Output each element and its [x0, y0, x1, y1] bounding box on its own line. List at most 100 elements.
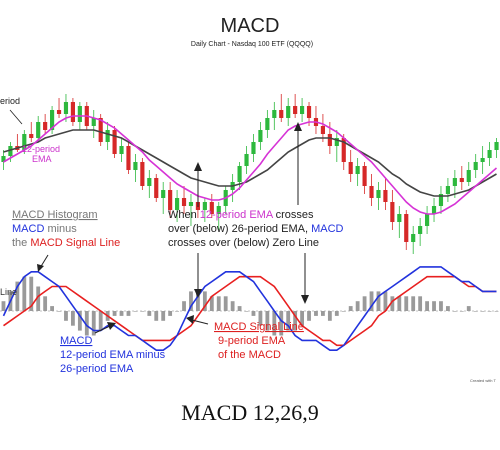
candle-body: [209, 202, 214, 214]
histogram-desc-line3: the MACD Signal Line: [12, 237, 120, 249]
zero-line-label: Line: [0, 287, 17, 297]
candle: [181, 186, 187, 214]
histogram-bar: [223, 296, 228, 311]
histogram-bar: [230, 301, 235, 311]
histogram-bar: [216, 296, 221, 311]
candle: [43, 114, 48, 134]
candle-body: [487, 150, 492, 158]
candle-body: [202, 202, 207, 210]
candle: [272, 102, 277, 130]
histogram-bar: [272, 311, 277, 336]
ema12-line: [3, 115, 498, 215]
chart-title: MACD: [221, 15, 280, 37]
candle: [425, 206, 430, 234]
histogram-bar: [307, 311, 311, 321]
histogram-bar: [182, 301, 186, 311]
histogram-bar: [327, 311, 332, 321]
candle-body: [56, 110, 62, 114]
candle-body: [369, 186, 374, 198]
histogram-arrowhead: [37, 264, 44, 272]
histogram-bar: [244, 311, 249, 312]
crossover-arrow-up-right-head: [294, 122, 302, 131]
candle-body: [390, 202, 395, 222]
candle-body: [50, 110, 55, 130]
histogram-bar: [168, 311, 173, 316]
candle-body: [77, 106, 82, 122]
chart-subtitle: Daily Chart - Nasdaq 100 ETF (QQQQ): [191, 41, 313, 48]
histogram-bar: [446, 306, 450, 311]
histogram-bar: [43, 296, 48, 311]
candle: [418, 218, 423, 246]
histogram-bar: [466, 306, 471, 311]
candle-body: [112, 130, 117, 154]
candle: [216, 202, 221, 230]
candle-body: [494, 142, 499, 150]
candle-body: [376, 190, 381, 198]
histogram-bar: [98, 311, 103, 331]
histogram-bar: [383, 291, 388, 311]
histogram-the-word: the: [12, 237, 30, 249]
histogram-bar: [376, 291, 381, 311]
histogram-bar: [314, 311, 318, 316]
candle: [126, 142, 131, 174]
crossover-ema12: 12-period EMA: [200, 209, 274, 221]
ema-period-pointer: [9, 109, 23, 125]
candle-body: [258, 130, 263, 142]
candle-body: [320, 126, 325, 134]
annotations: eriod 12-period EMA MACD Histogram MACD …: [0, 96, 496, 383]
candle: [369, 174, 374, 206]
candle-body: [105, 130, 110, 142]
candle-body: [355, 166, 360, 174]
histogram-bar: [362, 296, 367, 311]
histogram-bar: [209, 296, 214, 311]
crossover-over: over (below) 26-period EMA,: [168, 223, 311, 235]
candle-body: [286, 106, 291, 118]
candle-body: [188, 202, 194, 206]
histogram-bar: [251, 311, 256, 316]
candle: [154, 174, 159, 202]
candle: [91, 110, 96, 138]
candle-body: [473, 162, 478, 170]
candle-body: [279, 110, 284, 118]
histogram-bar: [452, 311, 457, 312]
histogram-bar: [341, 311, 346, 312]
histogram-bar: [348, 306, 353, 311]
histogram-bar: [237, 306, 242, 311]
histogram-bar: [126, 311, 131, 316]
macd-line: [2, 266, 497, 351]
candle-body: [147, 178, 152, 186]
candle: [431, 198, 437, 222]
candle: [362, 162, 367, 194]
candle-body: [445, 186, 450, 194]
candle: [265, 110, 270, 138]
histogram-bar: [202, 291, 207, 311]
candle: [29, 122, 34, 142]
histogram-bar: [265, 311, 270, 331]
candle: [209, 194, 214, 218]
histogram-bar: [321, 311, 325, 316]
histogram-bar: [459, 311, 464, 312]
candle: [397, 206, 402, 238]
histogram-bar: [196, 291, 200, 311]
histogram-bar: [147, 311, 152, 316]
candle: [334, 130, 339, 162]
candle: [300, 98, 305, 122]
histogram-bar: [397, 296, 402, 311]
candle: [105, 122, 110, 150]
candle-body: [397, 214, 402, 222]
histogram-bar: [432, 301, 436, 311]
candle-body: [140, 162, 145, 186]
histogram-bar: [189, 291, 193, 311]
histogram-bar: [369, 291, 374, 311]
candle-body: [480, 158, 485, 162]
candle: [202, 198, 207, 222]
candle: [293, 94, 298, 118]
candle-body: [70, 102, 75, 122]
signal-annotation-arrowhead: [186, 315, 194, 324]
candle-body: [168, 190, 173, 210]
candle-body: [306, 106, 312, 118]
candle: [494, 138, 499, 158]
candle: [341, 134, 346, 170]
candle-body: [216, 206, 221, 214]
histogram-title: MACD Histogram: [12, 209, 98, 221]
